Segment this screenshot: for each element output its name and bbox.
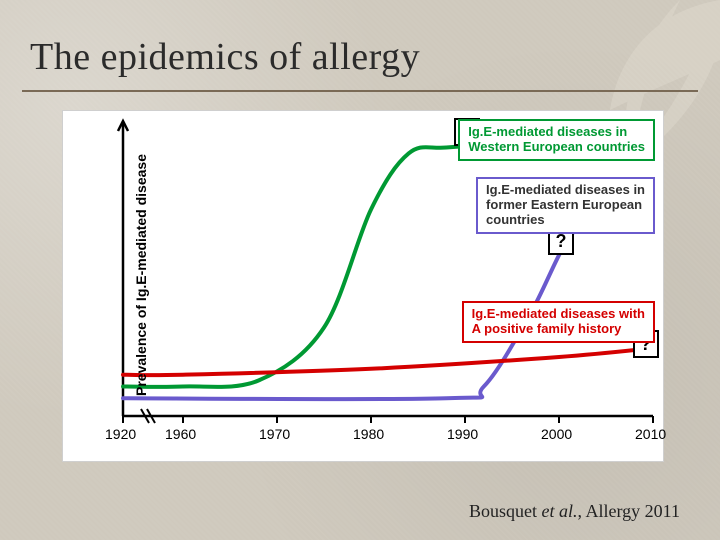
slide-root: The epidemics of allergy Prevalence of I… [0,0,720,540]
citation: Bousquet et al., Allergy 2011 [469,501,680,522]
x-tick-label: 1960 [165,426,196,442]
page-title: The epidemics of allergy [30,35,420,79]
line-chart [63,111,663,461]
x-tick-label: 2000 [541,426,572,442]
legend-family: Ig.E-mediated diseases withA positive fa… [462,301,655,343]
x-tick-label: 1920 [105,426,136,442]
legend-western: Ig.E-mediated diseases inWestern Europea… [458,119,655,161]
x-tick-label: 1970 [259,426,290,442]
citation-author: Bousquet [469,501,542,521]
citation-rest: , Allergy 2011 [578,501,681,521]
x-tick-label: 1980 [353,426,384,442]
title-underline [22,90,698,92]
x-tick-label: 2010 [635,426,666,442]
citation-etal: et al. [542,501,578,521]
y-axis-label: Prevalence of Ig.E-mediated disease [133,154,149,396]
chart-panel: Prevalence of Ig.E-mediated disease 1920… [62,110,664,462]
x-tick-label: 1990 [447,426,478,442]
legend-eastern: Ig.E-mediated diseases informer Eastern … [476,177,655,234]
